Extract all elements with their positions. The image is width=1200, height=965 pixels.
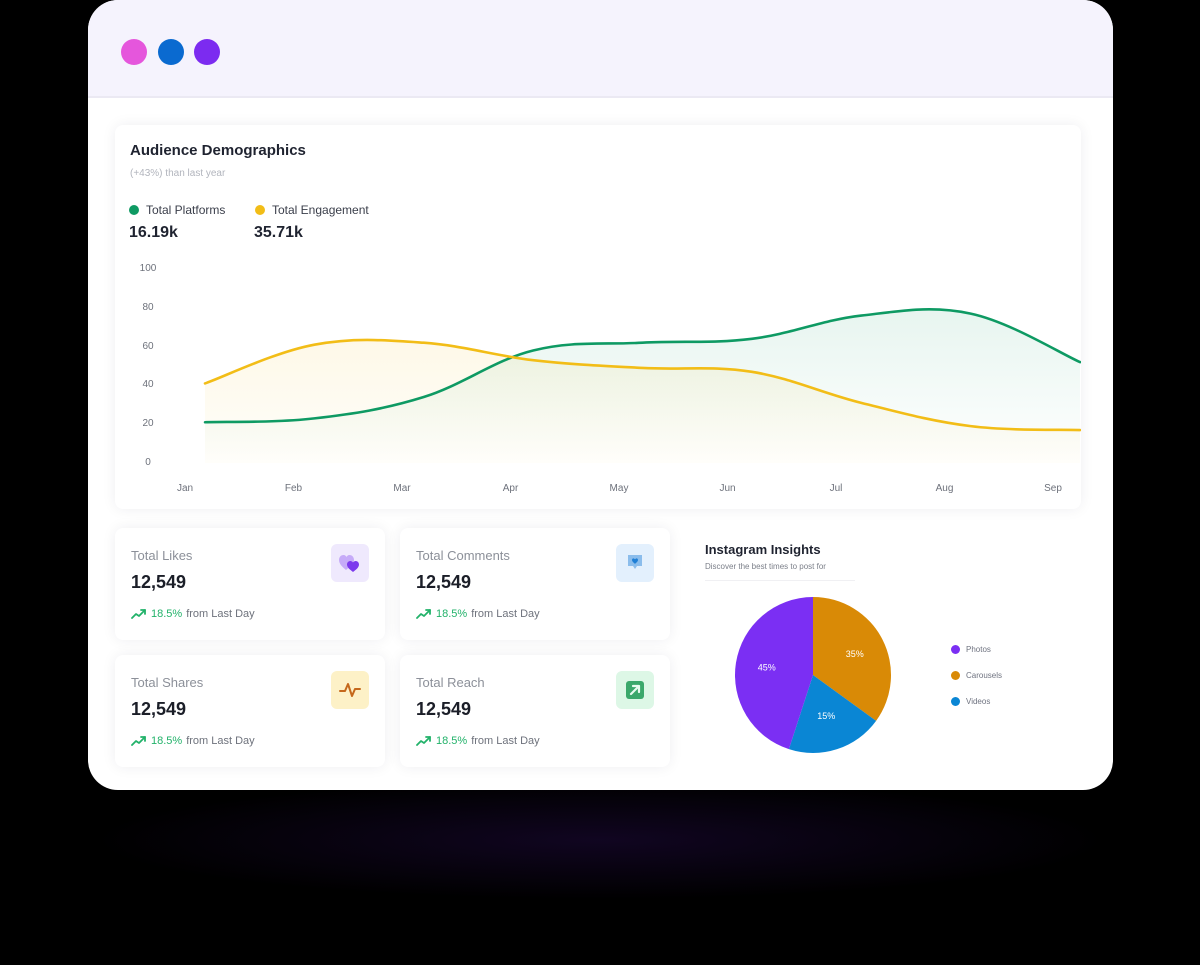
y-tick: 100 (139, 263, 157, 274)
stat-trend: 18.5% from Last Day (416, 608, 540, 620)
pie-label: 35% (846, 649, 864, 659)
x-tick: Mar (393, 483, 411, 494)
pie-chart[interactable]: 35% 15% 45% (728, 590, 898, 760)
insights-title: Instagram Insights (705, 542, 821, 557)
x-tick: Feb (284, 483, 303, 494)
trend-percent: 18.5% (151, 735, 183, 747)
stat-value: 12,549 (416, 572, 472, 592)
trend-up-icon (416, 609, 431, 619)
stat-card-total-shares[interactable]: Total Shares 12,549 18.5% from Last Day (115, 655, 385, 767)
stat-value: 12,549 (416, 699, 472, 719)
x-tick: May (609, 483, 629, 494)
x-tick: Sep (1044, 483, 1062, 494)
activity-icon (331, 671, 369, 709)
instagram-insights-card: Instagram Insights Discover the best tim… (693, 528, 1081, 773)
legend-total-platforms[interactable]: Total Platforms (129, 203, 225, 217)
trend-suffix: from Last Day (471, 735, 540, 747)
pie-legend-label: Videos (966, 697, 991, 706)
divider (705, 580, 855, 581)
pie-legend-videos[interactable]: Videos (951, 697, 990, 706)
legend-label: Total Engagement (272, 203, 369, 217)
stat-label: Total Shares (131, 675, 204, 690)
stat-value: 12,549 (131, 699, 187, 719)
insights-subtitle: Discover the best times to post for (705, 562, 826, 571)
chart-subtitle: (+43%) than last year (130, 168, 226, 179)
x-tick: Jan (176, 483, 194, 494)
y-tick: 40 (142, 379, 154, 391)
stat-trend: 18.5% from Last Day (131, 608, 255, 620)
legend-dot-icon (951, 645, 960, 654)
pie-label: 45% (758, 663, 776, 673)
legend-dot-icon (951, 697, 960, 706)
legend-dot-icon (951, 671, 960, 680)
traffic-light-blue[interactable] (158, 39, 184, 65)
window-shadow (90, 780, 1110, 900)
series-line-total-platforms[interactable] (203, 308, 1081, 424)
comment-icon (616, 544, 654, 582)
trend-percent: 18.5% (436, 608, 468, 620)
series-area-total-platforms (205, 309, 1080, 463)
legend-label: Total Platforms (146, 203, 226, 217)
trend-up-icon (131, 736, 146, 746)
legend-dot-icon (255, 205, 265, 215)
pie-slice-photos[interactable] (735, 597, 813, 750)
traffic-light-purple[interactable] (194, 39, 220, 65)
x-tick: Apr (502, 483, 519, 494)
title-bar (88, 0, 1113, 98)
chart-title: Audience Demographics (130, 142, 306, 159)
pie-legend-label: Carousels (966, 671, 1003, 680)
pie-slice-videos[interactable] (788, 675, 877, 753)
trend-up-icon (131, 609, 146, 619)
stat-label: Total Comments (416, 548, 510, 563)
trend-up-icon (416, 736, 431, 746)
app-window: Audience Demographics (+43%) than last y… (88, 0, 1113, 790)
x-tick: Jul (829, 483, 843, 494)
arrow-up-right-icon (616, 671, 654, 709)
stat-trend: 18.5% from Last Day (416, 735, 540, 747)
stat-card-total-likes[interactable]: Total Likes 12,549 18.5% from Last Day (115, 528, 385, 640)
pie-label: 15% (817, 711, 835, 721)
audience-demographics-card: Audience Demographics (+43%) than last y… (115, 125, 1081, 509)
pie-legend-label: Photos (966, 645, 991, 654)
trend-suffix: from Last Day (471, 608, 540, 620)
stat-card-total-reach[interactable]: Total Reach 12,549 18.5% from Last Day (400, 655, 670, 767)
x-tick: Aug (935, 483, 954, 494)
total-platforms-value: 16.19k (129, 224, 178, 241)
pie-legend-carousels[interactable]: Carousels (951, 671, 1002, 680)
stat-trend: 18.5% from Last Day (131, 735, 255, 747)
hearts-icon (331, 544, 369, 582)
y-tick: 0 (145, 457, 151, 468)
x-tick: Jun (719, 483, 736, 494)
stat-label: Total Likes (131, 548, 193, 563)
area-line-chart[interactable] (115, 125, 1081, 509)
y-tick: 60 (142, 340, 154, 352)
pie-slice-carousels[interactable] (813, 597, 891, 721)
y-tick: 80 (142, 301, 154, 313)
trend-percent: 18.5% (151, 608, 183, 620)
y-tick: 20 (142, 418, 154, 430)
total-engagement-value: 35.71k (254, 224, 303, 241)
legend-dot-icon (129, 205, 139, 215)
stat-card-total-comments[interactable]: Total Comments 12,549 18.5% from Last Da… (400, 528, 670, 640)
pie-legend-photos[interactable]: Photos (951, 645, 991, 654)
series-line-total-engagement[interactable] (203, 338, 1081, 432)
traffic-light-pink[interactable] (121, 39, 147, 65)
legend-total-engagement[interactable]: Total Engagement (255, 203, 369, 217)
stat-label: Total Reach (416, 675, 485, 690)
trend-percent: 18.5% (436, 735, 468, 747)
trend-suffix: from Last Day (186, 608, 255, 620)
stat-value: 12,549 (131, 572, 187, 592)
trend-suffix: from Last Day (186, 735, 255, 747)
